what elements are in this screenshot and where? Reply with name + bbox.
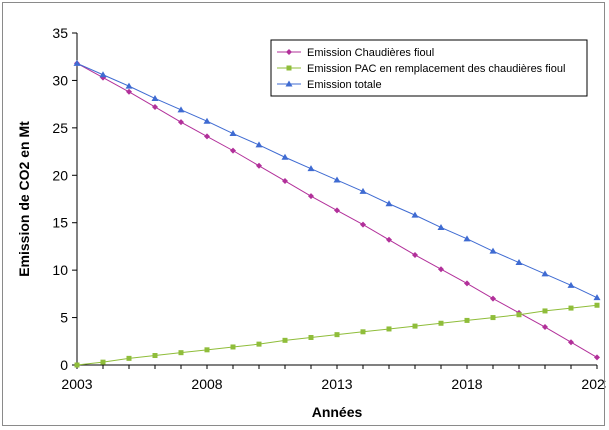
data-point: [515, 259, 523, 266]
chart-frame: 0 5 10 15 20 25 30 35 2003 2008 2013 2018 2023 Année…: [2, 2, 606, 426]
data-point: [412, 251, 418, 258]
data-point: [594, 354, 600, 361]
x-tick-label: 2013: [321, 376, 352, 392]
y-tick-label: 15: [52, 215, 68, 231]
data-point: [438, 320, 444, 326]
data-point: [333, 176, 341, 183]
y-tick-label: 30: [52, 72, 68, 88]
x-tick-label: 2023: [581, 376, 606, 392]
data-point: [177, 106, 185, 113]
data-point: [359, 187, 367, 194]
data-point: [542, 308, 548, 314]
legend-label: Emission PAC en remplacement des chaudiè…: [307, 63, 565, 75]
data-point: [438, 266, 444, 273]
y-tick-label: 10: [52, 262, 68, 278]
data-point: [334, 207, 340, 214]
data-point: [464, 280, 470, 287]
data-point: [308, 334, 314, 340]
data-point: [230, 344, 236, 350]
data-point: [568, 339, 574, 346]
data-point: [204, 133, 210, 140]
data-point: [152, 353, 158, 359]
x-tick-label: 2008: [191, 376, 222, 392]
data-point: [437, 223, 445, 230]
data-point: [282, 177, 288, 184]
line-chart: 0 5 10 15 20 25 30 35 2003 2008 2013 2018 2023 Année…: [16, 25, 606, 420]
data-point: [152, 103, 158, 110]
legend-entry: Emission PAC en remplacement des chaudiè…: [277, 63, 565, 75]
data-point: [307, 165, 315, 172]
legend: Emission Chaudières fioul Emission PAC en…: [270, 39, 588, 97]
series-group: [73, 59, 601, 368]
x-tick-label: 2018: [451, 376, 482, 392]
series-2: [74, 302, 600, 368]
legend-box: [270, 39, 588, 97]
data-point: [490, 315, 496, 321]
data-point: [541, 270, 549, 277]
legend-label: Emission Chaudières fioul: [307, 47, 434, 59]
axes: [72, 32, 598, 369]
data-point: [281, 153, 289, 160]
data-point: [125, 82, 133, 89]
series-3: [73, 59, 601, 301]
y-tick-label: 5: [60, 310, 68, 326]
series-1: [74, 60, 600, 361]
data-point: [360, 221, 366, 228]
data-point: [282, 337, 288, 343]
y-tick-label: 0: [60, 357, 68, 373]
data-point: [412, 323, 418, 329]
data-point: [463, 235, 471, 242]
data-point: [568, 305, 574, 311]
data-point: [489, 247, 497, 254]
data-point: [126, 88, 132, 95]
legend-entry: Emission totale: [277, 79, 382, 91]
y-axis-title: Emission de CO2 en Mt: [16, 121, 32, 277]
data-point: [385, 200, 393, 207]
data-point: [360, 329, 366, 335]
data-point: [464, 317, 470, 323]
data-point: [334, 332, 340, 338]
data-point: [178, 350, 184, 356]
y-tick-label: 20: [52, 167, 68, 183]
legend-marker: [285, 80, 293, 87]
data-point: [126, 355, 132, 361]
legend-marker: [286, 65, 292, 71]
data-point: [567, 281, 575, 288]
data-point: [593, 294, 601, 301]
data-point: [516, 312, 522, 318]
data-point: [542, 324, 548, 331]
data-point: [386, 236, 392, 243]
data-point: [203, 117, 211, 124]
data-point: [230, 147, 236, 154]
data-point: [256, 162, 262, 169]
data-point: [73, 59, 81, 66]
data-point: [151, 94, 159, 101]
x-tick-label: 2003: [61, 376, 92, 392]
data-point: [229, 130, 237, 137]
y-tick-label: 35: [52, 25, 68, 41]
data-point: [256, 341, 262, 347]
legend-label: Emission totale: [307, 79, 382, 91]
data-point: [99, 71, 107, 78]
data-point: [411, 211, 419, 218]
data-point: [308, 193, 314, 200]
data-point: [255, 141, 263, 148]
tick-labels: 0 5 10 15 20 25 30 35 2003 2008 2013 2018 2023: [52, 25, 606, 392]
data-point: [386, 326, 392, 332]
data-point: [100, 359, 106, 365]
data-point: [204, 347, 210, 353]
data-point: [594, 302, 600, 308]
data-point: [74, 362, 80, 368]
data-point: [178, 119, 184, 126]
y-tick-label: 25: [52, 120, 68, 136]
legend-entry: Emission Chaudières fioul: [277, 47, 434, 59]
data-point: [490, 295, 496, 302]
legend-marker: [286, 49, 292, 55]
x-axis-title: Années: [312, 404, 363, 420]
